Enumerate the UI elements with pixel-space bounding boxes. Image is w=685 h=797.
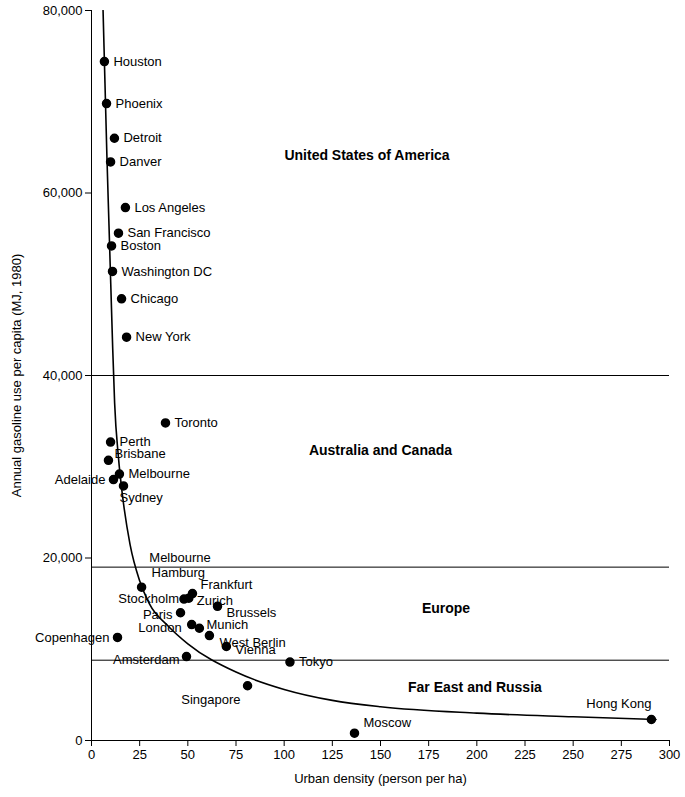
- svg-text:Zurich: Zurich: [196, 593, 233, 609]
- svg-text:Moscow: Moscow: [363, 715, 411, 730]
- svg-text:Melbourne: Melbourne: [149, 550, 210, 565]
- svg-text:0: 0: [88, 747, 95, 762]
- svg-text:Perth: Perth: [119, 434, 151, 450]
- svg-text:New York: New York: [136, 329, 191, 344]
- svg-text:150: 150: [370, 747, 392, 762]
- svg-text:125: 125: [321, 747, 343, 762]
- svg-text:Boston: Boston: [121, 238, 161, 253]
- svg-text:Copenhagen: Copenhagen: [35, 630, 109, 645]
- svg-text:50: 50: [181, 747, 195, 762]
- svg-text:Far East and Russia: Far East and Russia: [408, 679, 542, 695]
- svg-text:25: 25: [132, 747, 146, 762]
- svg-text:Washington DC: Washington DC: [122, 264, 213, 279]
- svg-text:Melbourne: Melbourne: [128, 466, 189, 481]
- svg-text:75: 75: [229, 747, 243, 762]
- svg-text:Danver: Danver: [120, 154, 163, 169]
- svg-text:225: 225: [514, 747, 536, 762]
- svg-text:Singapore: Singapore: [181, 692, 240, 707]
- svg-text:Detroit: Detroit: [123, 130, 162, 145]
- svg-text:20,000: 20,000: [43, 550, 83, 565]
- svg-text:300: 300: [659, 747, 681, 762]
- svg-text:Amsterdam: Amsterdam: [113, 652, 179, 667]
- svg-text:Europe: Europe: [422, 600, 470, 616]
- svg-text:Frankfurt: Frankfurt: [200, 577, 252, 592]
- svg-text:40,000: 40,000: [43, 368, 83, 383]
- svg-text:Stockholm: Stockholm: [118, 591, 179, 606]
- svg-text:Toronto: Toronto: [174, 415, 217, 430]
- svg-text:San Francisco: San Francisco: [127, 225, 211, 241]
- svg-text:Vienna: Vienna: [235, 642, 276, 657]
- svg-text:275: 275: [610, 747, 632, 762]
- svg-text:100: 100: [273, 747, 295, 762]
- svg-text:Hong Kong: Hong Kong: [586, 696, 651, 711]
- svg-text:Hamburg: Hamburg: [152, 565, 205, 580]
- svg-text:Urban density (person per ha): Urban density (person per ha): [294, 771, 467, 786]
- svg-text:Munich: Munich: [206, 617, 248, 632]
- svg-text:Brussels: Brussels: [226, 604, 277, 620]
- svg-text:Houston: Houston: [113, 54, 161, 69]
- svg-text:175: 175: [418, 747, 440, 762]
- svg-text:Tokyo: Tokyo: [299, 654, 333, 669]
- svg-text:0: 0: [75, 733, 82, 748]
- svg-text:60,000: 60,000: [43, 185, 83, 200]
- svg-text:250: 250: [562, 747, 584, 762]
- svg-text:Annual gasoline use per capita: Annual gasoline use per capita (MJ, 1980…: [9, 254, 24, 498]
- svg-text:London: London: [138, 620, 181, 635]
- svg-text:80,000: 80,000: [43, 3, 83, 18]
- svg-text:Adelaide: Adelaide: [55, 472, 106, 487]
- svg-text:Sydney: Sydney: [119, 490, 163, 505]
- svg-text:Chicago: Chicago: [131, 291, 179, 306]
- svg-text:West Berlin: West Berlin: [219, 634, 286, 650]
- svg-text:United States of America: United States of America: [284, 147, 449, 163]
- svg-text:Paris: Paris: [142, 606, 173, 622]
- svg-text:Brisbane: Brisbane: [114, 446, 165, 461]
- svg-text:Phoenix: Phoenix: [116, 96, 163, 111]
- svg-text:Los Angeles: Los Angeles: [134, 200, 205, 215]
- svg-text:200: 200: [466, 747, 488, 762]
- svg-text:Australia and Canada: Australia and Canada: [309, 442, 452, 458]
